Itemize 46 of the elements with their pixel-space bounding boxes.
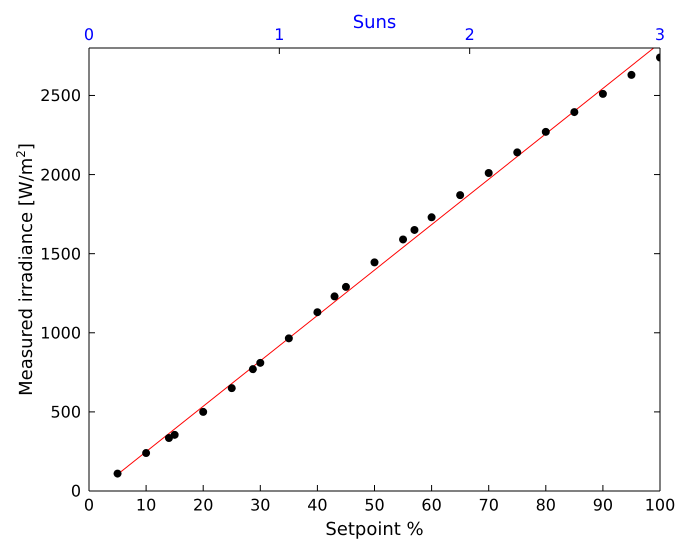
point — [399, 235, 408, 244]
point — [114, 470, 122, 478]
point — [142, 449, 150, 458]
point — [428, 213, 436, 222]
y-tick-label: 0 — [70, 482, 81, 501]
x-tick-label: 90 — [592, 495, 614, 514]
x-tick-label: 50 — [364, 495, 385, 514]
point — [484, 168, 493, 177]
point — [342, 282, 350, 291]
y-tick-label: 2500 — [40, 86, 81, 106]
x-tick-label: 10 — [136, 495, 156, 514]
point — [164, 434, 173, 442]
x-tick-label: 20 — [193, 495, 214, 514]
point — [256, 358, 264, 367]
point — [170, 430, 179, 439]
point — [627, 70, 636, 79]
point — [370, 258, 378, 266]
x-tick-label: 40 — [307, 495, 328, 514]
x-tick-label: 0 — [84, 495, 94, 514]
x-tick-label: 100 — [644, 495, 676, 514]
y-tick-label: 2000 — [40, 165, 81, 184]
point — [284, 334, 293, 342]
y-tick-label: 1500 — [40, 244, 81, 264]
point — [199, 408, 208, 416]
y-tick-label: 500 — [50, 402, 81, 422]
point — [513, 148, 522, 156]
point — [313, 308, 322, 316]
x2-tick-label: 0 — [84, 25, 94, 44]
point — [228, 384, 236, 392]
point — [570, 108, 578, 116]
y-tick-label: 1000 — [40, 323, 81, 342]
x2-tick-label: 2 — [464, 25, 475, 44]
x-tick-label: 80 — [536, 495, 556, 514]
point — [542, 128, 550, 136]
x2-tick-label: 3 — [654, 25, 666, 44]
point — [330, 292, 339, 300]
point — [248, 365, 257, 374]
x-tick-label: 30 — [250, 495, 270, 514]
x-tick-label: 70 — [478, 495, 499, 514]
point — [598, 90, 607, 98]
x2-axis-title: Suns — [352, 12, 396, 33]
point — [410, 226, 418, 234]
x-axis-title: Setpoint % — [325, 519, 424, 540]
x2-tick-label: 1 — [274, 25, 284, 44]
point — [456, 191, 464, 200]
x-tick-label: 60 — [421, 495, 442, 514]
